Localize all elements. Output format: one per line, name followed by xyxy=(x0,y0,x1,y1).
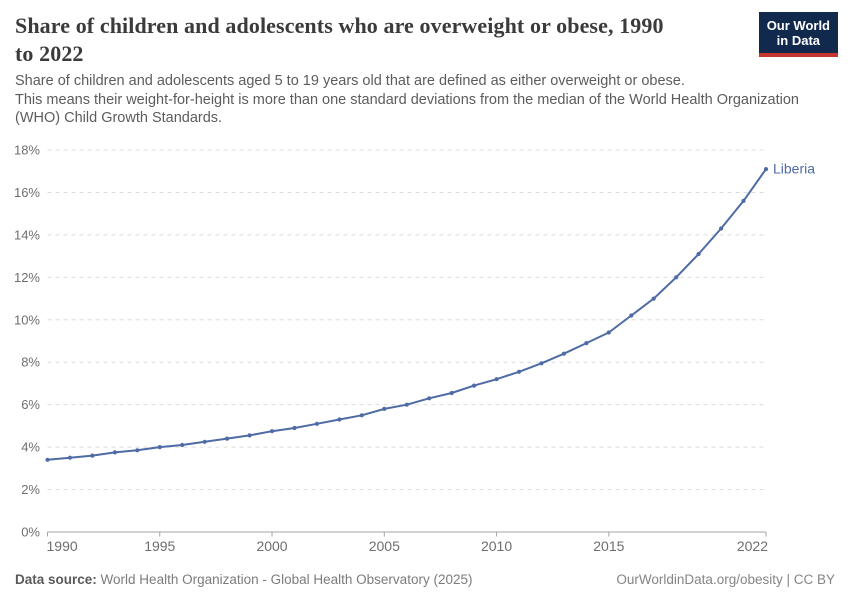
x-axis-label: 1995 xyxy=(144,538,175,554)
y-axis-label: 12% xyxy=(14,270,40,285)
chart-subtitle: Share of children and adolescents aged 5… xyxy=(15,72,837,128)
data-point[interactable] xyxy=(157,445,162,450)
data-point[interactable] xyxy=(314,421,319,426)
y-axis-label: 10% xyxy=(14,312,40,327)
chart-subtitle-sentence2: This means their weight-for-height is mo… xyxy=(15,91,799,127)
y-axis-label: 8% xyxy=(21,355,40,370)
data-point[interactable] xyxy=(45,457,50,462)
x-axis-label: 1990 xyxy=(47,538,78,554)
y-axis-label: 6% xyxy=(21,397,40,412)
x-axis-label: 2022 xyxy=(737,538,768,554)
footer-license-link[interactable]: OurWorldinData.org/obesity | CC BY xyxy=(616,572,835,587)
owid-logo-text-line2: in Data xyxy=(776,33,821,48)
data-point[interactable] xyxy=(67,455,73,460)
data-series-line xyxy=(47,168,767,461)
data-point[interactable] xyxy=(696,251,701,257)
page-title: Share of children and adolescents who ar… xyxy=(15,12,755,68)
data-point[interactable] xyxy=(539,361,544,366)
data-point[interactable] xyxy=(404,402,409,407)
y-axis-label: 0% xyxy=(21,525,40,540)
y-axis-label: 2% xyxy=(21,482,40,497)
data-point[interactable] xyxy=(629,313,634,318)
data-point[interactable] xyxy=(247,433,252,438)
y-axis-label: 14% xyxy=(14,227,40,242)
data-point[interactable] xyxy=(763,167,769,172)
page-title-line2: to 2022 xyxy=(15,41,84,66)
data-point[interactable] xyxy=(674,275,679,280)
data-point[interactable] xyxy=(427,396,432,401)
data-point[interactable] xyxy=(651,296,656,301)
data-point[interactable] xyxy=(561,351,567,356)
data-point[interactable] xyxy=(337,417,342,422)
x-axis-label: 2005 xyxy=(369,538,400,554)
footer: Data source: World Health Organization -… xyxy=(15,572,835,587)
data-point[interactable] xyxy=(382,406,387,411)
data-point[interactable] xyxy=(90,453,95,458)
data-point[interactable] xyxy=(180,442,185,448)
y-axis-label: 18% xyxy=(14,143,40,158)
data-point[interactable] xyxy=(719,226,724,231)
data-point[interactable] xyxy=(112,450,117,455)
data-point[interactable] xyxy=(606,330,611,335)
data-source: Data source: World Health Organization -… xyxy=(15,572,472,587)
series-end-label[interactable]: Liberia xyxy=(773,161,815,177)
x-axis-label: 2000 xyxy=(256,538,287,554)
data-point[interactable] xyxy=(292,425,297,431)
y-axis-label: 16% xyxy=(14,185,40,200)
data-point[interactable] xyxy=(135,448,140,453)
data-point[interactable] xyxy=(516,369,522,374)
data-point[interactable] xyxy=(584,341,589,346)
data-source-label: Data source: xyxy=(15,572,97,587)
page-title-line1: Share of children and adolescents who ar… xyxy=(15,13,664,38)
data-source-value: World Health Organization - Global Healt… xyxy=(100,572,473,587)
data-point[interactable] xyxy=(494,377,499,382)
y-axis-label: 4% xyxy=(21,440,40,455)
owid-logo[interactable]: Our World in Data xyxy=(758,12,838,57)
data-point[interactable] xyxy=(359,413,364,418)
data-point[interactable] xyxy=(225,436,230,441)
chart-subtitle-sentence1: Share of children and adolescents aged 5… xyxy=(15,73,685,89)
data-point[interactable] xyxy=(472,383,477,388)
data-point[interactable] xyxy=(449,390,454,396)
header: Share of children and adolescents who ar… xyxy=(15,12,838,68)
x-axis-label: 2015 xyxy=(593,538,624,554)
data-point[interactable] xyxy=(741,198,746,203)
x-axis-label: 2010 xyxy=(481,538,512,554)
data-point[interactable] xyxy=(202,439,207,444)
owid-logo-text-line1: Our World xyxy=(766,18,830,33)
data-point[interactable] xyxy=(269,429,275,434)
